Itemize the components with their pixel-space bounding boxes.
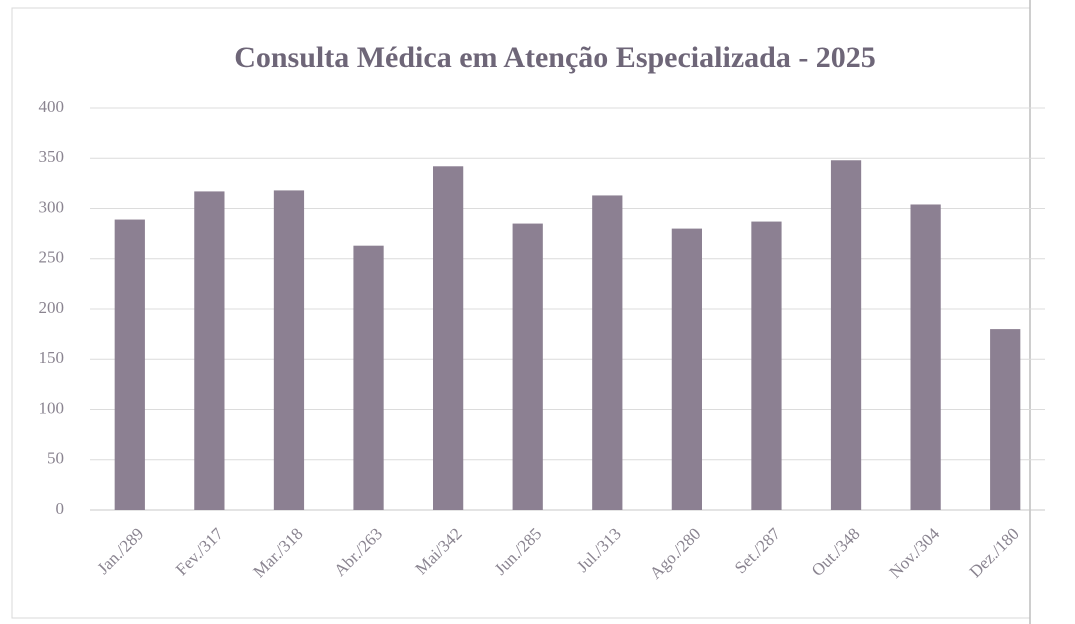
y-tick-label: 350 bbox=[39, 147, 65, 166]
x-tick-label: Jun./285 bbox=[491, 524, 546, 579]
y-tick-label: 300 bbox=[39, 197, 65, 216]
chart-title: Consulta Médica em Atenção Especializada… bbox=[234, 41, 876, 74]
bar bbox=[512, 223, 543, 510]
bar bbox=[114, 219, 145, 510]
x-tick-label: Out./348 bbox=[808, 524, 864, 580]
bar bbox=[910, 204, 941, 511]
y-tick-label: 100 bbox=[39, 398, 65, 417]
y-tick-label: 150 bbox=[39, 348, 65, 367]
x-tick-label: Mar./318 bbox=[249, 524, 306, 581]
y-tick-label: 400 bbox=[39, 97, 65, 116]
x-tick-label: Jul./313 bbox=[573, 524, 625, 576]
bar bbox=[830, 160, 862, 510]
x-tick-label: Fev./317 bbox=[172, 524, 227, 579]
x-tick-label: Set./287 bbox=[731, 524, 785, 578]
x-tick-label: Mai/342 bbox=[412, 524, 466, 578]
y-tick-label: 0 bbox=[56, 499, 65, 518]
x-tick-label: Nov./304 bbox=[885, 524, 943, 582]
x-tick-label: Dez./180 bbox=[966, 524, 1023, 581]
y-tick-label: 50 bbox=[47, 449, 64, 468]
y-tick-label: 250 bbox=[39, 248, 65, 267]
bar bbox=[592, 195, 623, 510]
bar bbox=[273, 190, 305, 510]
bar bbox=[433, 166, 464, 511]
bar bbox=[990, 329, 1021, 510]
x-tick-label: Jan./289 bbox=[94, 524, 148, 578]
y-tick-label: 200 bbox=[39, 298, 65, 317]
bar bbox=[194, 191, 225, 511]
bar bbox=[671, 228, 702, 510]
bar bbox=[751, 221, 782, 510]
bar bbox=[353, 245, 384, 510]
x-tick-label: Ago./280 bbox=[646, 524, 705, 583]
x-tick-label: Abr./263 bbox=[330, 524, 386, 580]
